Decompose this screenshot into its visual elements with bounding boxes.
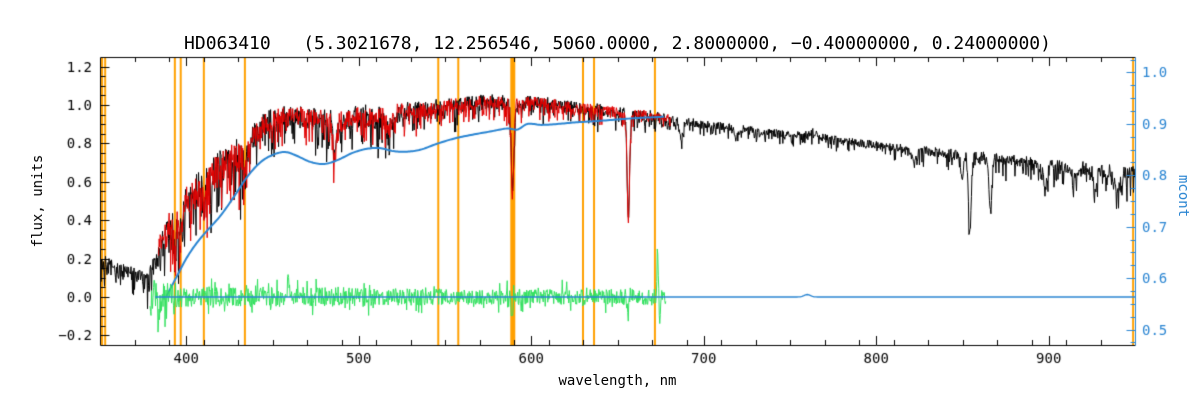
plot-title: HD063410 (5.3021678, 12.256546, 5060.000… xyxy=(184,33,1051,54)
right-axis-label: mcont xyxy=(1175,174,1191,218)
y-axis-label: flux, units xyxy=(30,154,46,248)
x-axis-label: wavelength, nm xyxy=(558,373,677,389)
